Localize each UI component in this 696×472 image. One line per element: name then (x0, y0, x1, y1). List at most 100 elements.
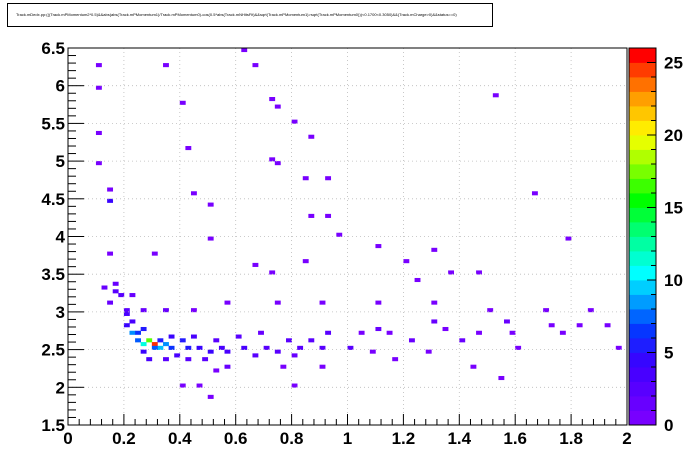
heatmap-cell (157, 338, 164, 343)
heatmap-cell (190, 191, 197, 196)
heatmap-cell (151, 251, 158, 256)
heatmap-cell (213, 338, 220, 343)
heatmap-cell (492, 93, 499, 98)
heatmap-cell (319, 364, 326, 369)
heatmap-cell (168, 345, 175, 350)
heatmap-cell (604, 323, 611, 328)
color-scale-band (629, 91, 656, 107)
color-scale-labels: 0 5 10 15 20 25 (664, 54, 683, 436)
heatmap-cell (263, 345, 270, 350)
heatmap-cell (146, 338, 153, 343)
color-scale-band (629, 193, 656, 208)
heatmap-cell (207, 202, 214, 207)
heatmap-cell (252, 353, 259, 358)
heatmap-cell (375, 326, 382, 332)
heatmap-cell (112, 281, 119, 286)
y-tick-label: 3.5 (41, 265, 65, 284)
y-axis-tick-labels: 1.5 2 2.5 3 3.5 4 4.5 5 5.5 6 6.5 (41, 39, 65, 435)
heatmap-cell (470, 364, 477, 369)
heatmap-cell (224, 364, 231, 369)
heatmap-cell (135, 330, 141, 335)
color-scale-band (629, 178, 656, 194)
y-tick-label: 6.5 (41, 39, 65, 58)
heatmap-cell (448, 270, 455, 275)
heatmap-cell (224, 349, 231, 354)
y-tick-label: 4 (56, 228, 66, 247)
x-tick-label: 0.6 (224, 429, 248, 448)
x-tick-label: 1.6 (503, 429, 527, 448)
y-tick-label: 1.5 (41, 416, 65, 435)
heatmap-cell (179, 100, 186, 105)
heatmap-cell (140, 349, 147, 354)
heatmap-cell (386, 330, 393, 335)
color-scale-band (629, 135, 656, 150)
heatmap-cell (112, 289, 119, 294)
heatmap-cell (129, 330, 136, 335)
heatmap-cell (95, 85, 102, 90)
heatmap-cell (325, 176, 332, 181)
heatmap-cell (369, 349, 376, 354)
heatmap-cell (174, 353, 181, 358)
title-box: Track.mDedx.pp:(((Track.mPMomentum2*0.5)… (7, 3, 493, 27)
heatmap-cell (163, 63, 169, 68)
heatmap-cell (459, 338, 466, 343)
heatmap-cell (224, 300, 231, 305)
heatmap-cell (207, 349, 214, 354)
heatmap-cell (146, 357, 153, 362)
heatmap-cell (319, 345, 326, 350)
heatmap-cell (190, 308, 197, 313)
heatmap-cell (576, 323, 583, 328)
heatmap-cell (302, 259, 309, 264)
heatmap-cell (291, 119, 298, 124)
color-scale-band (629, 396, 656, 411)
heatmap-cell (185, 357, 192, 362)
color-scale-band (629, 323, 656, 339)
x-tick-label: 1.8 (559, 429, 583, 448)
heatmap-cell (476, 330, 482, 335)
heatmap-cell (274, 349, 281, 354)
y-tick-label: 3 (56, 303, 65, 322)
heatmap-cell (269, 270, 276, 275)
color-scale-band (629, 149, 656, 165)
z-tick-label: 20 (664, 126, 683, 145)
heatmap-cell (280, 364, 287, 369)
x-tick-label: 1.4 (447, 429, 471, 448)
heatmap-cell (241, 345, 248, 350)
heatmap-cell (615, 345, 622, 350)
heatmap-cell (308, 134, 315, 139)
heatmap-cell (286, 338, 292, 343)
heatmap-cell (431, 247, 438, 252)
heatmap-cell (241, 48, 248, 53)
heatmap-cell (302, 176, 309, 181)
heatmap-cell (509, 330, 516, 335)
color-scale-bar (628, 47, 657, 426)
heatmap-cell (235, 334, 242, 339)
x-tick-label: 0.2 (112, 429, 136, 448)
heatmap-cell (151, 342, 158, 347)
heatmap-cell (151, 345, 158, 350)
heatmap-cell (95, 63, 102, 68)
heatmap-cell (196, 383, 203, 388)
heatmap-cell (135, 338, 141, 343)
heatmap-cell (95, 161, 102, 166)
heatmap-cell (274, 300, 281, 305)
heatmap-cell (375, 244, 382, 249)
color-scale-band (629, 236, 656, 252)
heatmap-cell (291, 353, 298, 358)
color-scale-band (629, 222, 656, 237)
heatmap-cell (414, 277, 421, 283)
z-tick-label: 15 (664, 199, 683, 218)
heatmap-cell (218, 345, 225, 350)
heatmap-cell (403, 259, 410, 264)
heatmap-cell (252, 63, 259, 68)
heatmap-cell (123, 323, 130, 328)
heatmap-cell (392, 357, 399, 362)
color-scale-band (629, 251, 656, 266)
heatmap-cell (185, 146, 192, 151)
heatmap-cell (559, 330, 566, 335)
heatmap-cell (140, 308, 147, 313)
color-scale-band (629, 280, 656, 295)
heatmap-cell (252, 262, 259, 267)
heatmap-cell (274, 161, 281, 166)
